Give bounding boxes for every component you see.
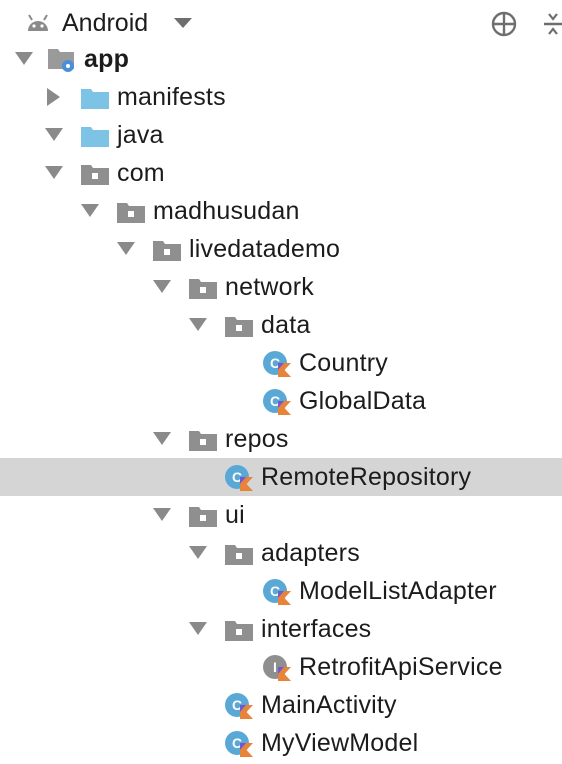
tree-item-label: manifests bbox=[117, 83, 226, 111]
tree-row-adapters[interactable]: adapters bbox=[0, 534, 562, 572]
tree-item-label: data bbox=[261, 311, 311, 339]
tree-row-retrofitapiservice[interactable]: I RetrofitApiService bbox=[0, 648, 562, 686]
svg-text:C: C bbox=[232, 697, 242, 713]
package-icon bbox=[116, 197, 146, 225]
tree-item-label: network bbox=[225, 273, 314, 301]
tree-row-repos[interactable]: repos bbox=[0, 420, 562, 458]
kotlin-class-icon: C bbox=[262, 577, 292, 605]
project-view-selector[interactable]: Android bbox=[62, 9, 149, 37]
tree-item-label: Country bbox=[299, 349, 388, 377]
tree-row-livedatademo[interactable]: livedatademo bbox=[0, 230, 562, 268]
package-icon bbox=[152, 235, 182, 263]
tree-row-manifests[interactable]: manifests bbox=[0, 78, 562, 116]
tree-row-globaldata[interactable]: C GlobalData bbox=[0, 382, 562, 420]
tree-row-com[interactable]: com bbox=[0, 154, 562, 192]
kotlin-interface-icon: I bbox=[262, 653, 292, 681]
package-icon bbox=[80, 159, 110, 187]
expand-arrow-down-icon[interactable] bbox=[153, 280, 171, 293]
svg-text:C: C bbox=[270, 583, 280, 599]
tree-item-label: MainActivity bbox=[261, 691, 397, 719]
tree-row-ui[interactable]: ui bbox=[0, 496, 562, 534]
project-view-header: Android bbox=[0, 0, 562, 46]
tree-item-label: interfaces bbox=[261, 615, 372, 643]
expand-arrow-down-icon[interactable] bbox=[189, 622, 207, 635]
tree-item-label: com bbox=[117, 159, 165, 187]
package-icon bbox=[224, 539, 254, 567]
folder-icon bbox=[80, 83, 110, 111]
tree-item-label: RetrofitApiService bbox=[299, 653, 503, 681]
expand-arrow-right-icon[interactable] bbox=[47, 88, 60, 106]
svg-text:I: I bbox=[273, 659, 277, 675]
tree-row-remoterepository[interactable]: C RemoteRepository bbox=[0, 458, 562, 496]
package-icon bbox=[188, 273, 218, 301]
package-icon bbox=[188, 425, 218, 453]
expand-arrow-down-icon[interactable] bbox=[153, 508, 171, 521]
package-icon bbox=[224, 311, 254, 339]
tree-row-myviewmodel[interactable]: C MyViewModel bbox=[0, 724, 562, 762]
kotlin-class-icon: C bbox=[224, 691, 254, 719]
kotlin-class-icon: C bbox=[262, 387, 292, 415]
tree-row-modellistadapter[interactable]: C ModelListAdapter bbox=[0, 572, 562, 610]
expand-arrow-down-icon[interactable] bbox=[45, 166, 63, 179]
kotlin-class-icon: C bbox=[224, 729, 254, 757]
tree-item-label: ui bbox=[225, 501, 245, 529]
tree-row-interfaces[interactable]: interfaces bbox=[0, 610, 562, 648]
tree-item-label: repos bbox=[225, 425, 289, 453]
tree-item-label: java bbox=[117, 121, 164, 149]
tree-row-app[interactable]: app bbox=[0, 40, 562, 78]
tree-item-label: adapters bbox=[261, 539, 360, 567]
kotlin-class-icon: C bbox=[224, 463, 254, 491]
android-icon bbox=[28, 14, 48, 31]
locate-target-icon[interactable] bbox=[490, 10, 518, 38]
kotlin-class-icon: C bbox=[262, 349, 292, 377]
expand-arrow-down-icon[interactable] bbox=[45, 128, 63, 141]
svg-text:C: C bbox=[232, 469, 242, 485]
tree-item-label: madhusudan bbox=[153, 197, 300, 225]
package-icon bbox=[224, 615, 254, 643]
tree-row-network[interactable]: network bbox=[0, 268, 562, 306]
tree-item-label: app bbox=[84, 45, 130, 73]
expand-arrow-down-icon[interactable] bbox=[81, 204, 99, 217]
package-icon bbox=[188, 501, 218, 529]
tree-item-label: RemoteRepository bbox=[261, 463, 472, 491]
expand-arrow-down-icon[interactable] bbox=[189, 546, 207, 559]
expand-arrow-down-icon[interactable] bbox=[117, 242, 135, 255]
expand-arrow-down-icon[interactable] bbox=[153, 432, 171, 445]
tree-item-label: livedatademo bbox=[189, 235, 341, 263]
svg-text:C: C bbox=[270, 355, 280, 371]
tree-row-madhusudan[interactable]: madhusudan bbox=[0, 192, 562, 230]
folder-icon bbox=[80, 121, 110, 149]
tree-item-label: ModelListAdapter bbox=[299, 577, 497, 605]
tree-row-data[interactable]: data bbox=[0, 306, 562, 344]
expand-arrow-down-icon[interactable] bbox=[15, 52, 33, 65]
tree-item-label: GlobalData bbox=[299, 387, 427, 415]
tree-row-country[interactable]: C Country bbox=[0, 344, 562, 382]
tree-row-mainactivity[interactable]: C MainActivity bbox=[0, 686, 562, 724]
svg-text:C: C bbox=[270, 393, 280, 409]
module-icon bbox=[47, 45, 77, 73]
tree-row-java[interactable]: java bbox=[0, 116, 562, 154]
tree-item-label: MyViewModel bbox=[261, 729, 419, 757]
expand-arrow-down-icon[interactable] bbox=[189, 318, 207, 331]
chevron-down-icon[interactable] bbox=[174, 18, 192, 28]
collapse-all-icon[interactable] bbox=[540, 11, 562, 37]
svg-text:C: C bbox=[232, 735, 242, 751]
